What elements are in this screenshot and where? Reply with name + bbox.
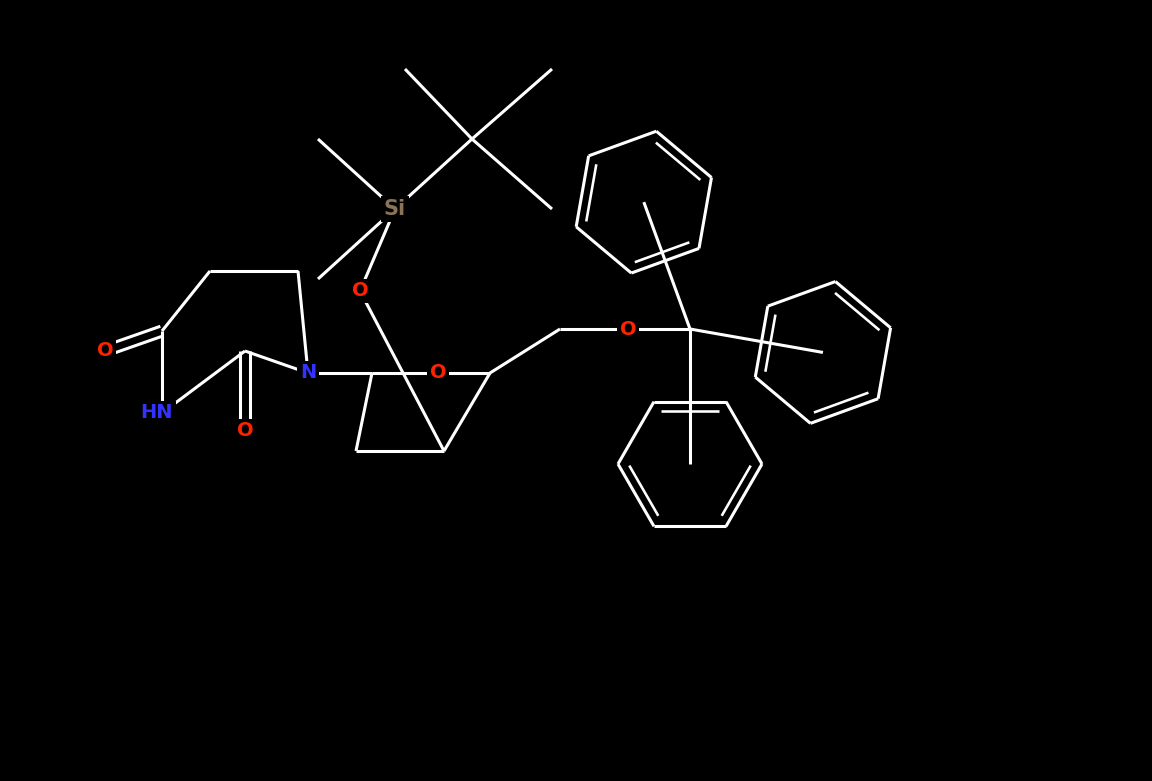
Text: O: O: [97, 341, 113, 361]
Text: O: O: [236, 422, 253, 440]
Text: O: O: [430, 363, 446, 383]
Text: N: N: [300, 363, 316, 383]
Text: Si: Si: [384, 199, 406, 219]
Text: HN: HN: [141, 404, 173, 423]
Text: O: O: [351, 281, 369, 301]
Text: O: O: [620, 319, 636, 338]
